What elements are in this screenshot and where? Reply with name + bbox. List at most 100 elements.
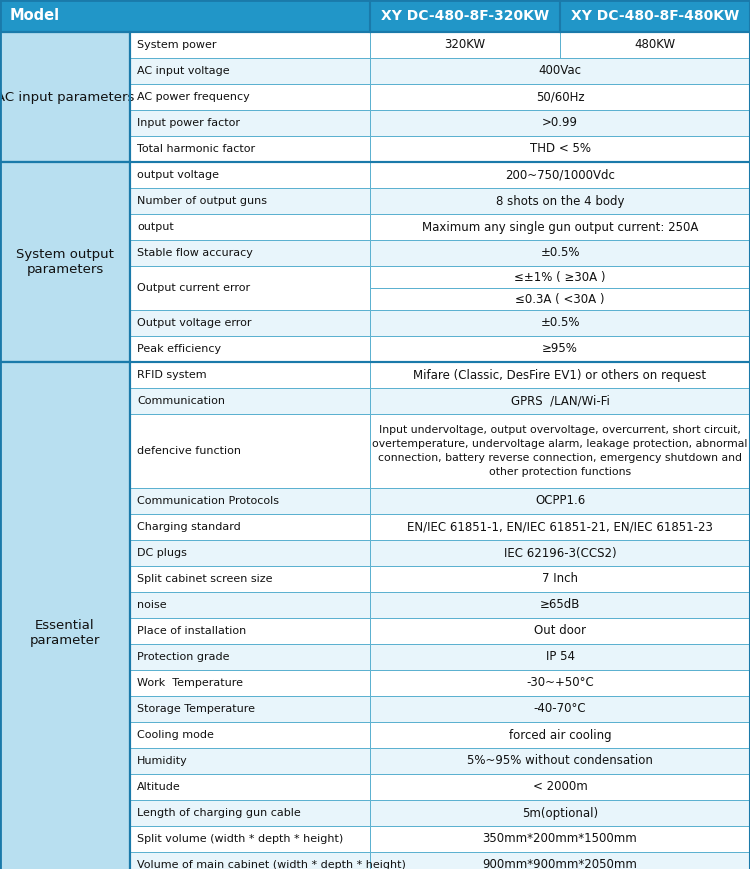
Text: XY DC-480-8F-480KW: XY DC-480-8F-480KW xyxy=(571,9,739,23)
Bar xyxy=(370,644,750,670)
Bar xyxy=(370,670,750,696)
Bar xyxy=(370,618,750,644)
Bar xyxy=(370,136,750,162)
Bar xyxy=(370,774,750,800)
Bar xyxy=(370,696,750,722)
Text: -40-70°C: -40-70°C xyxy=(534,702,586,715)
Bar xyxy=(370,84,750,110)
Bar xyxy=(370,540,750,566)
Bar xyxy=(370,336,750,362)
Bar xyxy=(130,266,370,310)
Bar xyxy=(130,696,370,722)
Bar xyxy=(130,188,370,214)
Text: < 2000m: < 2000m xyxy=(532,780,587,793)
Text: Output voltage error: Output voltage error xyxy=(137,318,251,328)
Text: Protection grade: Protection grade xyxy=(137,652,230,662)
Text: Peak efficiency: Peak efficiency xyxy=(137,344,221,354)
Text: ≥65dB: ≥65dB xyxy=(540,599,580,612)
Text: Humidity: Humidity xyxy=(137,756,188,766)
Bar xyxy=(130,362,750,869)
Text: 350mm*200mm*1500mm: 350mm*200mm*1500mm xyxy=(483,833,638,846)
Text: IP 54: IP 54 xyxy=(545,651,574,664)
Bar xyxy=(370,488,750,514)
Text: 5m(optional): 5m(optional) xyxy=(522,806,598,819)
Text: Input undervoltage, output overvoltage, overcurrent, short circuit,
overtemperat: Input undervoltage, output overvoltage, … xyxy=(372,425,748,477)
Bar xyxy=(130,540,370,566)
Bar xyxy=(130,240,370,266)
Bar xyxy=(370,826,750,852)
Text: noise: noise xyxy=(137,600,166,610)
Text: AC power frequency: AC power frequency xyxy=(137,92,250,102)
Text: AC input voltage: AC input voltage xyxy=(137,66,230,76)
Bar xyxy=(0,162,130,362)
Bar xyxy=(130,162,750,362)
Text: Essential
parameter: Essential parameter xyxy=(30,619,100,647)
Bar xyxy=(130,32,370,58)
Bar xyxy=(130,592,370,618)
Bar xyxy=(0,362,130,869)
Text: 400Vac: 400Vac xyxy=(538,64,581,77)
Text: Split cabinet screen size: Split cabinet screen size xyxy=(137,574,272,584)
Text: Cooling mode: Cooling mode xyxy=(137,730,214,740)
Bar xyxy=(370,310,750,336)
Bar xyxy=(130,110,370,136)
Text: ±0.5%: ±0.5% xyxy=(540,247,580,260)
Text: THD < 5%: THD < 5% xyxy=(530,143,590,156)
Text: 8 shots on the 4 body: 8 shots on the 4 body xyxy=(496,195,624,208)
Text: RFID system: RFID system xyxy=(137,370,206,380)
Bar xyxy=(130,670,370,696)
Text: Maximum any single gun output current: 250A: Maximum any single gun output current: 2… xyxy=(422,221,698,234)
Bar xyxy=(370,388,750,414)
Bar xyxy=(370,592,750,618)
Text: 50/60Hz: 50/60Hz xyxy=(536,90,584,103)
Text: EN/IEC 61851-1, EN/IEC 61851-21, EN/IEC 61851-23: EN/IEC 61851-1, EN/IEC 61851-21, EN/IEC … xyxy=(407,521,713,534)
Text: Model: Model xyxy=(10,9,60,23)
Bar xyxy=(130,58,370,84)
Text: Work  Temperature: Work Temperature xyxy=(137,678,243,688)
Bar xyxy=(370,852,750,869)
Text: System power: System power xyxy=(137,40,217,50)
Bar xyxy=(370,722,750,748)
Bar xyxy=(130,214,370,240)
Text: defencive function: defencive function xyxy=(137,446,241,456)
Bar xyxy=(0,32,130,162)
Text: forced air cooling: forced air cooling xyxy=(509,728,611,741)
Bar xyxy=(130,336,370,362)
Bar xyxy=(370,414,750,488)
Bar xyxy=(130,826,370,852)
Bar xyxy=(130,362,370,388)
Text: Communication: Communication xyxy=(137,396,225,406)
Bar xyxy=(130,136,370,162)
Text: AC input parameters: AC input parameters xyxy=(0,90,134,103)
Text: Volume of main cabinet (width * depth * height): Volume of main cabinet (width * depth * … xyxy=(137,860,406,869)
Bar xyxy=(130,488,370,514)
Bar xyxy=(130,388,370,414)
Text: XY DC-480-8F-320KW: XY DC-480-8F-320KW xyxy=(381,9,549,23)
Text: ≤±1% ( ≥30A ): ≤±1% ( ≥30A ) xyxy=(514,270,606,283)
Text: 900mm*900mm*2050mm: 900mm*900mm*2050mm xyxy=(482,859,638,869)
Text: System output
parameters: System output parameters xyxy=(16,248,114,276)
Text: 7 Inch: 7 Inch xyxy=(542,573,578,586)
Bar xyxy=(130,852,370,869)
Bar xyxy=(130,800,370,826)
Bar xyxy=(370,266,750,288)
Text: Mifare (Classic, DesFire EV1) or others on request: Mifare (Classic, DesFire EV1) or others … xyxy=(413,368,706,381)
Bar xyxy=(560,32,750,58)
Bar xyxy=(370,566,750,592)
Text: ≤0.3A ( <30A ): ≤0.3A ( <30A ) xyxy=(515,293,604,306)
Bar xyxy=(0,162,130,362)
Bar xyxy=(130,566,370,592)
Bar xyxy=(370,362,750,388)
Text: Stable flow accuracy: Stable flow accuracy xyxy=(137,248,253,258)
Bar xyxy=(130,32,750,162)
Bar xyxy=(370,110,750,136)
Text: DC plugs: DC plugs xyxy=(137,548,187,558)
Text: Altitude: Altitude xyxy=(137,782,181,792)
Text: output: output xyxy=(137,222,174,232)
Bar xyxy=(130,644,370,670)
Text: ±0.5%: ±0.5% xyxy=(540,316,580,329)
Text: IEC 62196-3(CCS2): IEC 62196-3(CCS2) xyxy=(504,547,616,560)
Bar xyxy=(130,514,370,540)
Text: >0.99: >0.99 xyxy=(542,116,578,129)
Text: ≥95%: ≥95% xyxy=(542,342,578,355)
